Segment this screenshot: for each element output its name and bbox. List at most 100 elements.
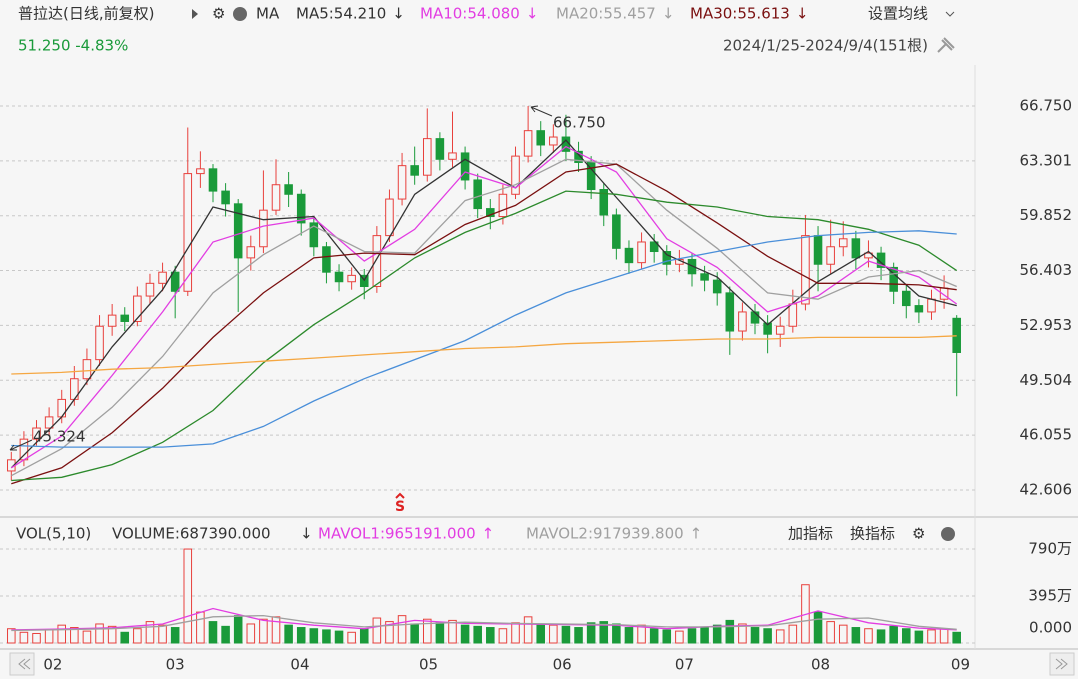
volume-bar bbox=[309, 628, 319, 644]
volume-bar bbox=[523, 616, 533, 644]
volume-bar bbox=[901, 628, 911, 644]
legend-entry: MA10:54.080 bbox=[420, 5, 520, 23]
volume-bar bbox=[725, 619, 735, 644]
expand-icon[interactable] bbox=[192, 9, 198, 19]
candle-body bbox=[208, 168, 218, 192]
candle-body bbox=[498, 193, 508, 218]
legend-entry: MAVOL2:917939.800 bbox=[526, 525, 684, 543]
volume-bar bbox=[322, 629, 331, 644]
candle-body bbox=[460, 152, 470, 181]
gear-icon[interactable]: ⚙ bbox=[212, 5, 225, 23]
volume-bar bbox=[385, 621, 394, 644]
candle-body bbox=[813, 235, 823, 265]
volume-bar bbox=[422, 618, 432, 644]
x-tick-label: 07 bbox=[675, 656, 694, 674]
y-tick-label: 46.055 bbox=[1020, 426, 1073, 444]
gear-icon[interactable]: ⚙ bbox=[912, 525, 925, 543]
volume-bar bbox=[460, 624, 470, 644]
y-tick-label: 49.504 bbox=[1020, 371, 1073, 389]
y-tick-label: 63.301 bbox=[1020, 151, 1073, 169]
volume-bar bbox=[952, 631, 961, 644]
y-tick-label: 59.852 bbox=[1020, 206, 1073, 224]
candle-body bbox=[624, 247, 634, 264]
candle-body bbox=[385, 198, 394, 237]
volume-bar bbox=[574, 627, 583, 644]
scroll-left[interactable] bbox=[9, 652, 35, 676]
volume-bar bbox=[473, 625, 482, 644]
candle-body bbox=[246, 246, 256, 259]
volume-bar bbox=[82, 630, 92, 644]
volume-bar bbox=[183, 548, 193, 644]
candle-body bbox=[687, 258, 697, 275]
candle-body bbox=[536, 130, 546, 146]
volume-bar bbox=[536, 623, 546, 644]
pin-icon[interactable] bbox=[937, 37, 955, 53]
volume-bar bbox=[700, 627, 709, 644]
candle-body bbox=[927, 298, 936, 313]
annotation-arrow bbox=[9, 439, 33, 451]
volume-bar bbox=[649, 628, 659, 644]
add-indicator[interactable]: 加指标 bbox=[788, 525, 833, 543]
volume-bar bbox=[599, 621, 609, 644]
volume-bar bbox=[712, 624, 722, 644]
volume-bar bbox=[372, 617, 382, 644]
close-icon[interactable] bbox=[941, 527, 955, 541]
volume-bar bbox=[397, 615, 407, 644]
candle-body bbox=[725, 292, 735, 332]
candle-body bbox=[599, 189, 609, 216]
candle-body bbox=[271, 184, 281, 211]
volume-bar bbox=[826, 621, 835, 644]
volume-bar bbox=[486, 627, 495, 644]
volume-bar bbox=[763, 628, 772, 644]
legend-arrow: ↓ bbox=[662, 5, 675, 23]
candle-body bbox=[107, 314, 117, 327]
candle-body bbox=[32, 427, 41, 440]
volume-bar bbox=[624, 627, 634, 644]
volume-bar bbox=[221, 625, 230, 644]
candle-body bbox=[196, 168, 205, 175]
ma-settings[interactable]: 设置均线 bbox=[868, 5, 928, 23]
volume-bar bbox=[448, 619, 457, 644]
legend-arrow: ↓ bbox=[526, 5, 539, 23]
change-indicator[interactable]: 换指标 bbox=[850, 525, 895, 543]
volume-bar bbox=[107, 625, 117, 644]
volume-bar bbox=[133, 628, 142, 644]
volume-bar bbox=[246, 623, 256, 644]
volume-bar bbox=[359, 628, 369, 644]
volume-bar bbox=[158, 624, 167, 644]
x-tick-label: 04 bbox=[290, 656, 309, 674]
volume-bar bbox=[750, 627, 760, 644]
close-icon[interactable] bbox=[233, 7, 247, 21]
volume-bar bbox=[196, 611, 205, 644]
ma-line bbox=[11, 230, 957, 448]
dropdown-icon bbox=[945, 11, 955, 17]
candle-body bbox=[788, 303, 798, 327]
volume-bar bbox=[914, 630, 924, 644]
candle-body bbox=[233, 203, 243, 259]
candle-body bbox=[662, 251, 672, 265]
candle-body bbox=[422, 138, 432, 176]
volume-bar bbox=[838, 624, 848, 644]
volume-bar bbox=[19, 631, 29, 644]
volume-bar bbox=[44, 629, 54, 644]
annotation-arrow bbox=[530, 105, 553, 117]
x-tick-label: 02 bbox=[43, 656, 62, 674]
candle-body bbox=[82, 359, 92, 380]
legend-entry: MAVOL1:965191.000 bbox=[318, 525, 476, 543]
candle-body bbox=[158, 271, 167, 284]
volume-bar bbox=[612, 623, 621, 644]
candle-body bbox=[801, 235, 810, 305]
volume-bar bbox=[939, 628, 949, 644]
candle-body bbox=[347, 274, 356, 283]
candle-body bbox=[612, 214, 621, 249]
candle-body bbox=[889, 266, 898, 292]
candle-body bbox=[397, 165, 407, 200]
legend-entry: MA20:55.457 bbox=[556, 5, 656, 23]
volume-arrow: ↓ bbox=[300, 525, 313, 543]
candle-body bbox=[259, 209, 268, 248]
volume-bar bbox=[561, 625, 571, 644]
legend-arrow: ↑ bbox=[690, 525, 703, 543]
chart-title: 普拉达(日线,前复权) bbox=[18, 5, 154, 23]
annotation: 45.324 bbox=[33, 428, 86, 446]
